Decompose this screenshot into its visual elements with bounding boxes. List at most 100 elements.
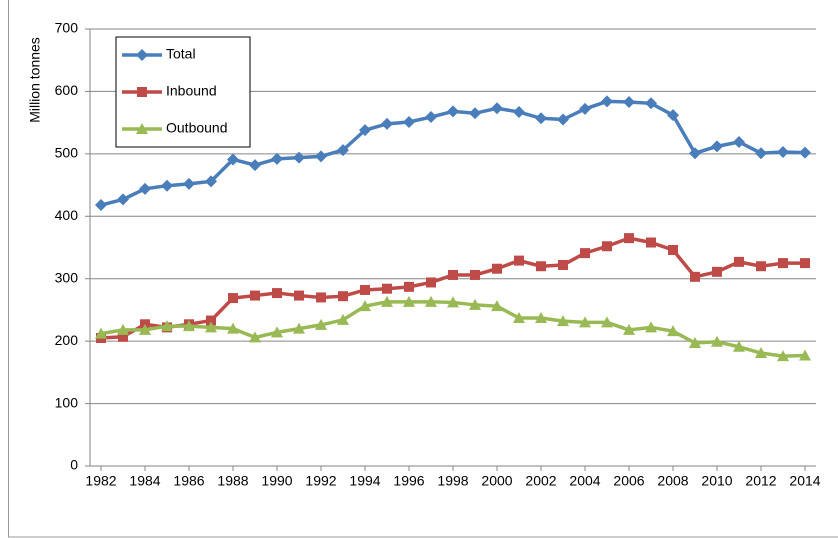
point-marker	[359, 300, 371, 312]
point-marker	[161, 179, 173, 192]
point-marker	[513, 312, 525, 324]
point-marker	[756, 261, 766, 272]
x-tick-label: 1984	[129, 473, 160, 489]
x-tick-label: 1988	[217, 473, 248, 489]
point-marker	[381, 295, 393, 307]
point-marker	[712, 266, 722, 277]
x-tick-label: 1996	[393, 473, 424, 489]
point-marker	[624, 233, 634, 244]
point-marker	[734, 256, 744, 267]
point-marker	[491, 102, 503, 115]
point-marker	[315, 318, 327, 330]
y-tick-label: 0	[70, 457, 78, 473]
point-marker	[777, 350, 789, 362]
x-tick-label: 2012	[745, 473, 776, 489]
point-marker	[514, 255, 524, 266]
point-marker	[513, 106, 525, 119]
point-marker	[469, 107, 481, 120]
point-marker	[800, 258, 810, 269]
x-tick-label: 1990	[261, 473, 292, 489]
point-marker	[426, 277, 436, 288]
point-marker	[337, 313, 349, 325]
x-tick-label: 2004	[569, 473, 600, 489]
point-marker	[447, 296, 459, 308]
x-tick-label: 2010	[701, 473, 732, 489]
legend-label: Inbound	[166, 83, 217, 99]
point-marker	[206, 315, 216, 326]
point-marker	[557, 315, 569, 327]
y-tick-label: 700	[55, 20, 79, 36]
point-marker	[690, 271, 700, 282]
x-tick-label: 2000	[481, 473, 512, 489]
point-marker	[755, 147, 767, 160]
point-marker	[711, 140, 723, 153]
point-marker	[359, 124, 371, 137]
point-marker	[799, 349, 811, 361]
point-marker	[227, 153, 239, 166]
point-marker	[293, 322, 305, 334]
point-marker	[448, 269, 458, 280]
point-marker	[755, 347, 767, 359]
point-marker	[601, 95, 613, 108]
point-marker	[668, 244, 678, 255]
point-marker	[470, 269, 480, 280]
point-marker	[667, 109, 679, 122]
point-marker	[689, 337, 701, 349]
point-marker	[338, 291, 348, 302]
point-marker	[601, 316, 613, 328]
x-tick-label: 1982	[85, 473, 116, 489]
y-tick-label: 600	[55, 82, 79, 98]
point-marker	[228, 293, 238, 304]
point-marker	[403, 116, 415, 129]
point-marker	[733, 340, 745, 352]
x-tick-label: 2014	[789, 473, 820, 489]
point-marker	[137, 87, 147, 97]
point-marker	[733, 135, 745, 148]
point-marker	[249, 331, 261, 343]
point-marker	[205, 175, 217, 188]
point-marker	[579, 316, 591, 328]
point-marker	[799, 146, 811, 159]
point-marker	[602, 241, 612, 252]
y-tick-label: 500	[55, 145, 79, 161]
point-marker	[623, 96, 635, 109]
point-marker	[227, 322, 239, 334]
point-marker	[382, 283, 392, 294]
point-marker	[579, 102, 591, 115]
point-marker	[183, 320, 195, 332]
point-marker	[271, 152, 283, 165]
point-marker	[536, 261, 546, 272]
point-marker	[360, 284, 370, 295]
y-tick-label: 300	[55, 269, 79, 285]
point-marker	[381, 117, 393, 130]
point-marker	[249, 159, 261, 172]
point-marker	[535, 312, 547, 324]
point-marker	[535, 112, 547, 125]
point-marker	[161, 320, 173, 332]
point-marker	[139, 182, 151, 195]
point-marker	[272, 288, 282, 299]
point-marker	[403, 295, 415, 307]
point-marker	[117, 323, 129, 335]
point-marker	[646, 237, 656, 248]
point-marker	[558, 259, 568, 270]
x-tick-label: 1986	[173, 473, 204, 489]
point-marker	[250, 290, 260, 301]
point-marker	[95, 199, 107, 212]
point-marker	[183, 177, 195, 190]
y-tick-label: 400	[55, 207, 79, 223]
point-marker	[623, 323, 635, 335]
point-marker	[557, 113, 569, 126]
point-marker	[645, 321, 657, 333]
x-tick-label: 1994	[349, 473, 380, 489]
point-marker	[778, 258, 788, 269]
point-marker	[139, 323, 151, 335]
x-tick-label: 2006	[613, 473, 644, 489]
point-marker	[689, 147, 701, 160]
point-marker	[117, 193, 129, 206]
point-marker	[136, 123, 148, 134]
point-marker	[205, 321, 217, 333]
point-marker	[447, 105, 459, 118]
x-tick-label: 1998	[437, 473, 468, 489]
